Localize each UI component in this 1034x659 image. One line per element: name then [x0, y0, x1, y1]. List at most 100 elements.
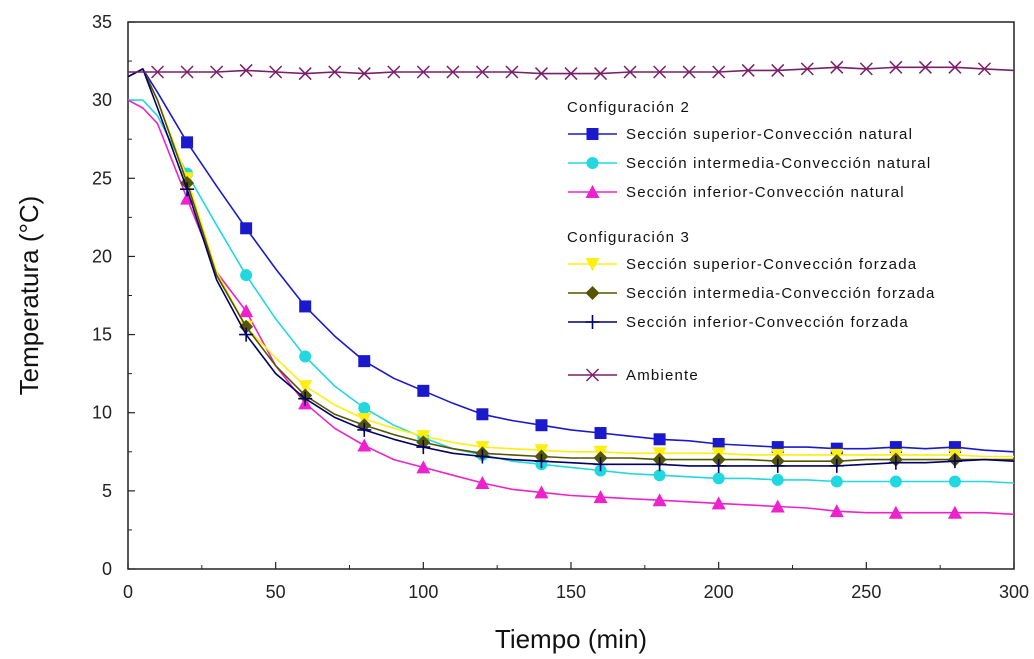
legend-label: Sección superior-Convección forzada	[626, 256, 917, 273]
series-line	[127, 68, 1014, 463]
series-line	[128, 99, 1015, 484]
legend-marker	[585, 315, 600, 329]
y-tick-label: 5	[102, 481, 112, 501]
series-line	[127, 68, 1015, 467]
data-point	[711, 496, 726, 510]
legend-marker	[585, 368, 600, 382]
data-point	[299, 350, 312, 363]
data-point	[593, 490, 608, 504]
y-tick-label: 10	[92, 403, 112, 423]
data-point	[534, 454, 549, 469]
legend-marker	[585, 185, 600, 198]
data-point	[652, 493, 667, 507]
data-point	[947, 454, 962, 469]
data-point	[652, 457, 667, 472]
data-point	[446, 65, 460, 79]
data-point	[269, 65, 283, 79]
data-point	[475, 65, 489, 79]
data-point	[240, 269, 253, 282]
y-tick-label: 20	[92, 246, 112, 266]
x-tick-label: 50	[266, 582, 286, 602]
legend-label: Sección intermedia-Convección natural	[626, 155, 931, 172]
legend-marker	[586, 157, 599, 169]
data-point	[475, 476, 490, 490]
data-point	[770, 458, 785, 473]
data-point	[594, 427, 607, 440]
data-point	[771, 473, 784, 486]
legend-item: Sección inferior-Convección forzada	[568, 314, 909, 331]
data-point	[210, 65, 224, 79]
data-point	[948, 475, 961, 488]
data-point	[594, 67, 608, 81]
data-point	[181, 136, 194, 149]
series-5	[127, 68, 1015, 473]
legend-group-title: Configuración 2	[567, 99, 690, 116]
data-point	[357, 422, 372, 437]
data-point	[240, 222, 253, 235]
data-point	[712, 472, 725, 485]
legend-marker	[585, 258, 600, 271]
data-point	[180, 182, 195, 197]
y-axis-ticks: 0 5 10 15 20 25 30 35	[92, 12, 135, 579]
legend-item: Sección superior-Convección natural	[568, 126, 912, 143]
data-point	[977, 62, 991, 76]
series-0	[127, 68, 1015, 455]
x-tick-label: 150	[556, 582, 586, 602]
data-point	[947, 505, 962, 519]
data-point	[889, 60, 903, 74]
data-point	[358, 402, 371, 415]
data-point	[475, 449, 490, 464]
data-point	[800, 62, 814, 76]
legend-label: Ambiente	[626, 367, 699, 384]
data-point	[770, 499, 785, 513]
data-point	[151, 65, 165, 79]
data-point	[298, 67, 312, 81]
data-point	[593, 457, 608, 472]
legend-label: Sección inferior-Convección natural	[626, 184, 905, 201]
data-point	[653, 433, 666, 446]
series-6	[128, 60, 1015, 81]
data-point	[387, 65, 401, 79]
data-point	[298, 391, 313, 406]
x-tick-label: 250	[851, 582, 881, 602]
series-layer	[127, 60, 1015, 519]
data-point	[417, 384, 430, 397]
data-point	[239, 327, 254, 342]
series-line	[127, 68, 1015, 453]
data-point	[357, 438, 372, 452]
data-point	[476, 408, 489, 421]
y-tick-label: 15	[92, 325, 112, 345]
data-point	[741, 63, 755, 77]
legend-item: Sección intermedia-Convección natural	[568, 155, 931, 172]
data-point	[299, 300, 312, 313]
legend-item: Sección inferior-Convección natural	[568, 184, 905, 201]
data-point	[830, 60, 844, 74]
y-axis-title: Temperatura (°C)	[14, 196, 44, 396]
legend-label: Sección inferior-Convección forzada	[626, 314, 909, 331]
data-point	[416, 460, 431, 474]
data-point	[180, 65, 194, 79]
data-point	[830, 475, 843, 488]
data-point	[564, 67, 578, 81]
x-tick-label: 100	[408, 582, 438, 602]
data-point	[918, 60, 932, 74]
data-point	[653, 65, 667, 79]
y-tick-label: 30	[92, 90, 112, 110]
data-point	[357, 67, 371, 81]
series-line	[127, 99, 1015, 516]
legend-item: Sección superior-Convección forzada	[568, 256, 917, 273]
data-point	[682, 65, 696, 79]
data-point	[859, 62, 873, 76]
data-point	[505, 65, 519, 79]
y-tick-label: 35	[92, 12, 112, 32]
data-point	[653, 469, 666, 482]
data-point	[416, 440, 431, 455]
x-axis-title: Tiempo (min)	[495, 624, 647, 654]
data-point	[416, 65, 430, 79]
data-point	[328, 65, 342, 79]
data-point	[358, 355, 371, 368]
data-point	[298, 380, 313, 394]
legend-marker	[585, 286, 600, 300]
data-point	[888, 455, 903, 470]
data-point	[711, 458, 726, 473]
